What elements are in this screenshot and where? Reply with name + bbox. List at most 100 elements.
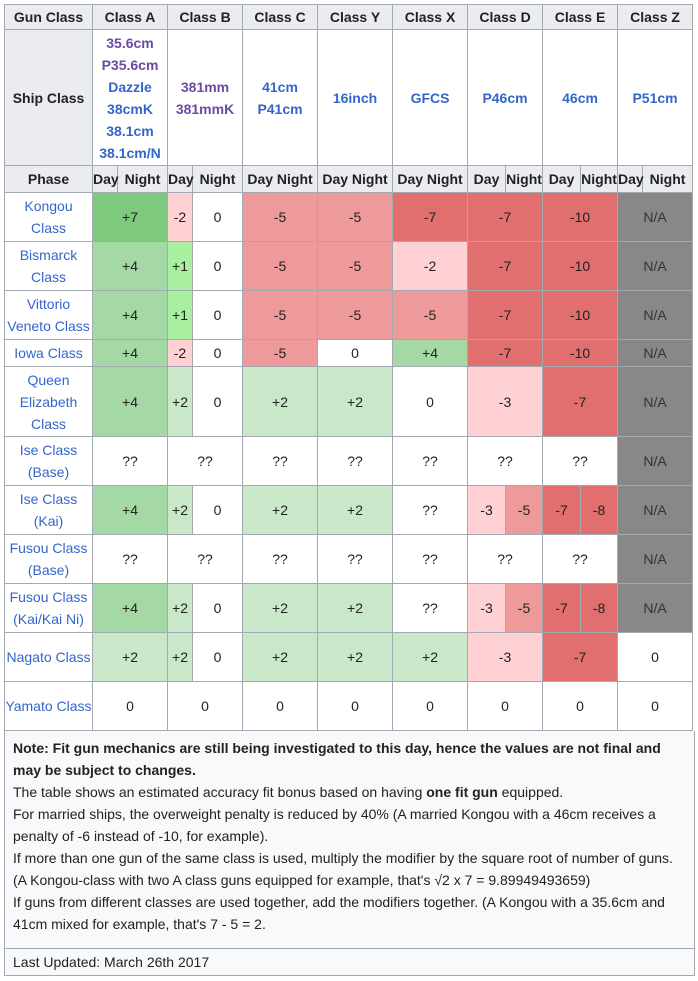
cell-c: ?? (242, 436, 319, 486)
cell-e: -7 (542, 366, 619, 437)
gun-link[interactable]: 38.1cm/N (99, 144, 161, 161)
cell-y: +2 (317, 485, 394, 535)
gun-link[interactable]: 46cm (562, 89, 598, 106)
gun-link[interactable]: 35.6cm (106, 34, 154, 51)
ship-name-link[interactable]: Queen Elizabeth Class (4, 366, 93, 437)
table-row: Queen Elizabeth Class +4 +2 0 +2 +2 0 -3… (4, 366, 694, 437)
cell-z: N/A (617, 192, 694, 242)
cell-d-day: -3 (467, 485, 507, 535)
ship-class-label: Ship Class (4, 29, 93, 166)
cell-z: 0 (617, 632, 694, 682)
note-line: For married ships, the overweight penalt… (13, 806, 656, 844)
day-label: Day (322, 171, 349, 187)
cell-y: ?? (317, 534, 394, 584)
cell-d-night: -5 (505, 583, 544, 633)
cell-b-night: 0 (191, 366, 244, 437)
class-e-header: Class E (542, 4, 619, 30)
gun-link[interactable]: P46cm (482, 89, 528, 106)
cell-b-night: 0 (191, 290, 244, 340)
ship-name-link[interactable]: Ise Class (Kai) (4, 485, 93, 535)
gun-class-label: Gun Class (4, 4, 93, 30)
ship-name-link[interactable]: Nagato Class (4, 632, 93, 682)
gun-link[interactable]: 41cm (262, 78, 298, 95)
notes-section: Note: Fit gun mechanics are still being … (4, 731, 695, 949)
cell-x: ?? (392, 485, 469, 535)
cell-e: -10 (542, 241, 619, 291)
cell-b-night: 0 (191, 485, 244, 535)
day-label: Day (397, 171, 424, 187)
cell-c: +2 (242, 366, 319, 437)
note-text: equipped. (497, 784, 564, 800)
note-line: The table shows an estimated accuracy fi… (13, 781, 686, 803)
class-a-header: Class A (92, 4, 168, 30)
gun-link[interactable]: 38.1cm (106, 122, 154, 139)
class-y-guns: 16inch (317, 29, 394, 166)
cell-x: ?? (392, 583, 469, 633)
gun-link[interactable]: Dazzle (108, 78, 152, 95)
cell-d: -3 (467, 632, 544, 682)
ship-name-link[interactable]: Fusou Class (Kai/Kai Ni) (4, 583, 93, 633)
day-label: Day (467, 165, 507, 193)
ship-name-link[interactable]: Vittorio Veneto Class (4, 290, 93, 340)
cell-z: N/A (617, 436, 694, 486)
cell-e-day: -7 (542, 583, 582, 633)
gun-link[interactable]: P51cm (632, 89, 678, 106)
day-label: Day (167, 165, 194, 193)
class-b-header: Class B (166, 4, 244, 30)
night-label: Night (580, 165, 619, 193)
cell-d: -7 (467, 290, 544, 340)
cell-d-day: -3 (467, 583, 507, 633)
fit-gun-table: Gun Class Class A Class B Class C Class … (4, 4, 694, 731)
gun-link[interactable]: GFCS (410, 89, 450, 106)
cell-z: N/A (617, 339, 694, 367)
gun-link[interactable]: 381mm (180, 78, 230, 95)
day-label: Day (617, 165, 644, 193)
cell-x: ?? (392, 436, 469, 486)
cell-b-day: +2 (167, 632, 193, 682)
cell-c: -5 (242, 192, 319, 242)
gun-link[interactable]: 16inch (332, 89, 378, 106)
night-label: Night (276, 171, 313, 187)
day-label: Day (542, 165, 582, 193)
cell-x: -5 (392, 290, 469, 340)
ship-name-link[interactable]: Kongou Class (4, 192, 93, 242)
class-y-header: Class Y (317, 4, 394, 30)
cell-b-day: -2 (167, 339, 193, 367)
cell-e: -10 (542, 339, 619, 367)
night-label: Night (642, 165, 694, 193)
ship-name-link[interactable]: Ise Class (Base) (4, 436, 93, 486)
cell-a: +4 (92, 339, 168, 367)
phase-label: Phase (4, 165, 93, 193)
cell-b-night: 0 (191, 192, 244, 242)
c-phase: Day Night (242, 165, 319, 193)
cell-z: N/A (617, 534, 694, 584)
gun-link[interactable]: 381mmK (175, 100, 235, 117)
cell-c: 0 (242, 681, 319, 731)
gun-link[interactable]: P35.6cm (101, 56, 159, 73)
night-label: Night (117, 165, 168, 193)
cell-y: ?? (317, 436, 394, 486)
cell-d: -7 (467, 241, 544, 291)
ship-name-link[interactable]: Yamato Class (4, 681, 93, 731)
table-row: Kongou Class +7 -2 0 -5 -5 -7 -7 -10 N/A (4, 192, 694, 242)
ship-name-link[interactable]: Bismarck Class (4, 241, 93, 291)
ship-name-link[interactable]: Iowa Class (4, 339, 93, 367)
cell-d: -3 (467, 366, 544, 437)
cell-d-night: -5 (505, 485, 544, 535)
gun-class-header-row: Gun Class Class A Class B Class C Class … (4, 4, 694, 30)
cell-d: -7 (467, 192, 544, 242)
cell-d: -7 (467, 339, 544, 367)
cell-c: -5 (242, 241, 319, 291)
cell-y: +2 (317, 583, 394, 633)
table-row: Iowa Class +4 -2 0 -5 0 +4 -7 -10 N/A (4, 339, 694, 367)
gun-link[interactable]: 38cmK (107, 100, 153, 117)
y-phase: Day Night (317, 165, 394, 193)
ship-name-link[interactable]: Fusou Class (Base) (4, 534, 93, 584)
night-label: Night (191, 165, 244, 193)
cell-z: N/A (617, 290, 694, 340)
note-text: The table shows an estimated accuracy fi… (13, 784, 427, 800)
gun-link[interactable]: P41cm (257, 100, 303, 117)
note-line: If more than one gun of the same class i… (13, 850, 673, 888)
cell-a: ?? (92, 436, 168, 486)
cell-y: +2 (317, 632, 394, 682)
